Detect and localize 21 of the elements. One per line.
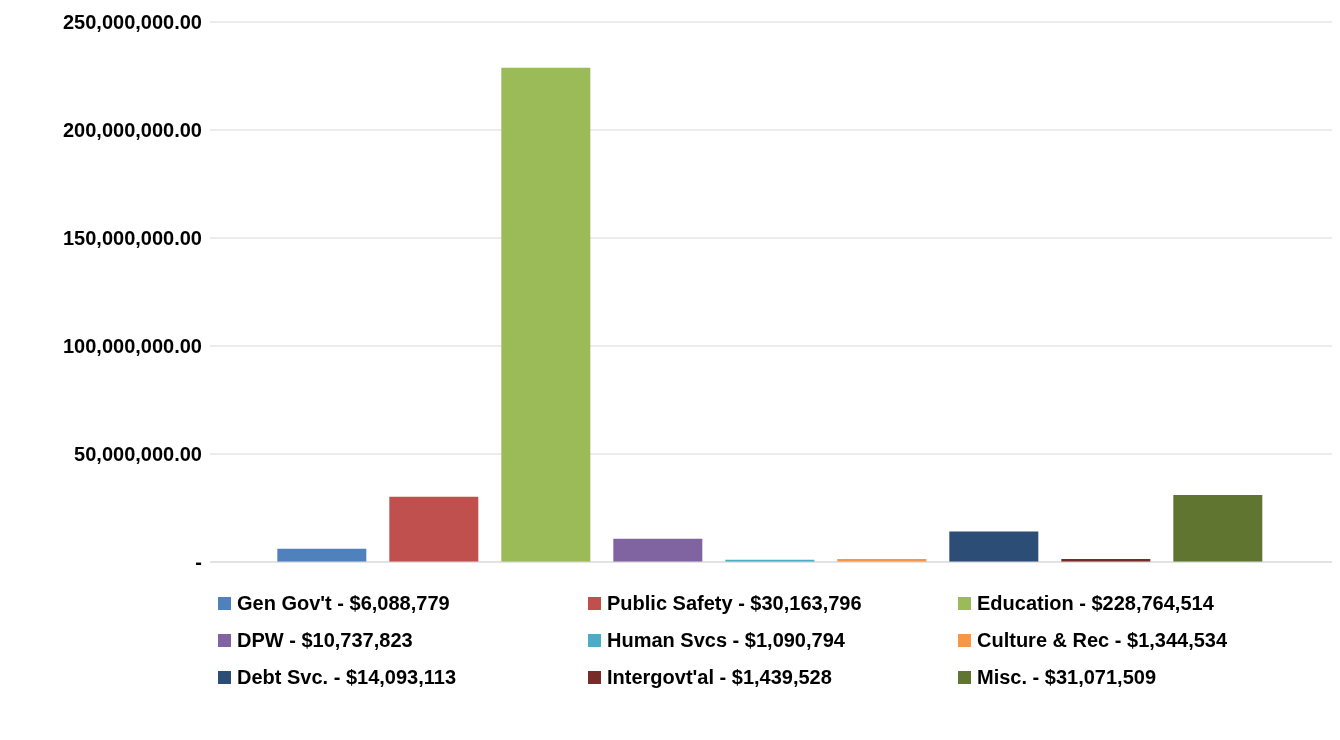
bar: [501, 67, 591, 562]
bar: [1173, 494, 1263, 562]
legend-label: Misc. - $31,071,509: [977, 666, 1157, 689]
legend-label: Debt Svc. - $14,093,113: [237, 666, 457, 689]
bar: [389, 496, 479, 562]
bar: [277, 548, 367, 562]
legend-label: Human Svcs - $1,090,794: [607, 629, 845, 652]
y-tick-label: 250,000,000.00: [62, 11, 202, 34]
y-tick-label: 150,000,000.00: [62, 227, 202, 250]
legend-label: DPW - $10,737,823: [237, 629, 413, 652]
y-tick-label: 100,000,000.00: [62, 335, 202, 358]
legend-label: Intergovt'al - $1,439,528: [607, 666, 832, 689]
y-tick-label: 50,000,000.00: [74, 443, 202, 466]
bar: [949, 531, 1039, 562]
legend-label: Public Safety - $30,163,796: [607, 592, 862, 615]
y-tick-label: 200,000,000.00: [62, 119, 202, 142]
legend-label: Education - $228,764,514: [977, 592, 1214, 615]
bar: [613, 538, 703, 562]
legend-label: Culture & Rec - $1,344,534: [977, 629, 1228, 652]
y-tick-label: -: [195, 551, 202, 574]
legend-label: Gen Gov't - $6,088,779: [237, 592, 450, 615]
